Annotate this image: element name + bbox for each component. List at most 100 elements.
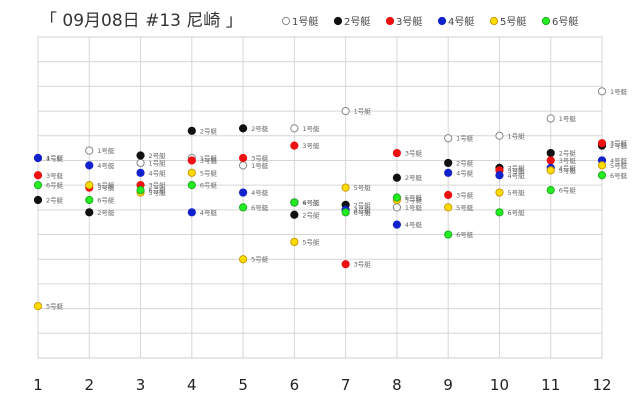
data-point: [290, 198, 299, 207]
data-point: [495, 188, 504, 197]
data-point: [33, 302, 43, 311]
data-point-label: 6号艇: [302, 198, 320, 207]
data-point: [341, 183, 350, 192]
data-point-label: 3号艇: [405, 149, 423, 158]
x-tick-label: 11: [541, 376, 560, 394]
x-axis-ticks: 1 2 3 4 5 6 7 8 9 10 11 12: [33, 376, 611, 394]
data-point: [33, 171, 43, 180]
x-tick-label: 7: [341, 376, 351, 394]
data-point: [597, 87, 607, 96]
data-point: [290, 124, 299, 133]
data-point: [187, 168, 196, 177]
chart-title: 「 09月08日 #13 尼崎 」: [40, 11, 243, 31]
data-point: [546, 166, 555, 175]
data-point-label: 6号艇: [610, 171, 628, 180]
data-point-label: 4号艇: [354, 205, 372, 214]
data-point: [33, 195, 43, 205]
data-point-label: 2号艇: [302, 210, 320, 219]
data-point-label: 5号艇: [251, 255, 269, 264]
x-tick-label: 8: [392, 376, 402, 394]
data-point: [290, 210, 299, 219]
data-point: [85, 181, 94, 190]
data-point: [546, 148, 555, 158]
data-point: [238, 255, 248, 264]
x-tick-label: 10: [490, 376, 509, 394]
data-point: [392, 203, 402, 212]
legend: 1号艇 2号艇 3号艇 4号艇 5号艇 6号艇: [281, 15, 578, 28]
data-point: [136, 168, 145, 177]
data-point: [238, 124, 248, 133]
data-point-label: 2号艇: [610, 141, 628, 150]
legend-entry: 5号艇: [500, 15, 526, 28]
data-point-label: 5号艇: [302, 237, 320, 246]
data-point-label: 6号艇: [97, 195, 115, 204]
x-tick-label: 1: [33, 376, 43, 394]
data-point-label: 4号艇: [610, 156, 628, 165]
data-point-label: 1号艇: [354, 107, 372, 116]
legend-marker: [541, 16, 551, 26]
legend-marker: [281, 16, 291, 26]
data-point-label: 2号艇: [149, 151, 167, 160]
data-point-label: 3号艇: [46, 171, 64, 180]
legend-entry: 2号艇: [344, 15, 370, 28]
data-point-label: 2号艇: [200, 126, 218, 135]
data-point-label: 4号艇: [302, 198, 320, 207]
data-point-label: 4号艇: [456, 168, 474, 177]
data-point-label: 4号艇: [559, 163, 577, 172]
data-point-label: 3号艇: [456, 191, 474, 200]
x-tick-label: 12: [592, 376, 611, 394]
data-point: [238, 161, 248, 170]
data-point-label: 4号艇: [251, 188, 269, 197]
data-point-label: 6号艇: [456, 230, 474, 239]
data-point-label: 6号艇: [149, 186, 167, 195]
data-point: [33, 153, 43, 163]
data-point: [546, 114, 555, 123]
data-point-label: 3号艇: [200, 156, 218, 165]
data-point-label: 5号艇: [149, 188, 167, 197]
data-point-label: 4号艇: [405, 220, 423, 229]
x-tick-label: 5: [238, 376, 248, 394]
data-point-label: 2号艇: [559, 149, 577, 158]
data-point: [85, 146, 94, 155]
data-point-label: 2号艇: [456, 158, 474, 167]
data-point: [546, 185, 555, 195]
data-point: [238, 188, 248, 197]
data-point: [85, 208, 94, 217]
data-point-label: 3号艇: [507, 166, 525, 175]
data-point: [444, 190, 453, 200]
data-point-label: 3号艇: [302, 141, 320, 150]
data-point: [597, 161, 607, 170]
plot-frame: [37, 36, 603, 359]
data-point: [136, 158, 145, 168]
data-point: [495, 171, 504, 180]
data-point-label: 6号艇: [354, 208, 372, 217]
data-point: [136, 185, 145, 195]
plot-grid: [37, 36, 603, 359]
legend-marker: [489, 16, 499, 26]
data-point: [495, 131, 504, 140]
data-point-label: 3号艇: [354, 260, 372, 269]
data-point: [546, 156, 555, 165]
data-point-label: 5号艇: [456, 203, 474, 212]
data-point: [85, 161, 94, 170]
data-point-label: 1号艇: [302, 124, 320, 133]
legend-entry: 1号艇: [292, 15, 318, 28]
data-point-label: 1号艇: [46, 153, 64, 162]
legend-entry: 6号艇: [552, 15, 578, 28]
data-point-label: 1号艇: [507, 131, 525, 140]
data-point: [392, 193, 402, 202]
legend-marker: [385, 16, 395, 26]
data-point-label: 1号艇: [456, 134, 474, 143]
data-point-label: 2号艇: [354, 200, 372, 209]
legend-marker: [437, 16, 447, 26]
data-point-label: 4号艇: [97, 161, 115, 170]
data-point-label: 6号艇: [507, 208, 525, 217]
data-point: [187, 126, 196, 135]
data-point: [597, 139, 607, 148]
data-point: [341, 106, 350, 116]
data-point: [597, 171, 607, 180]
data-point-label: 3号艇: [610, 139, 628, 148]
data-point-label: 4号艇: [200, 208, 218, 217]
data-point-label: 2号艇: [405, 173, 423, 182]
